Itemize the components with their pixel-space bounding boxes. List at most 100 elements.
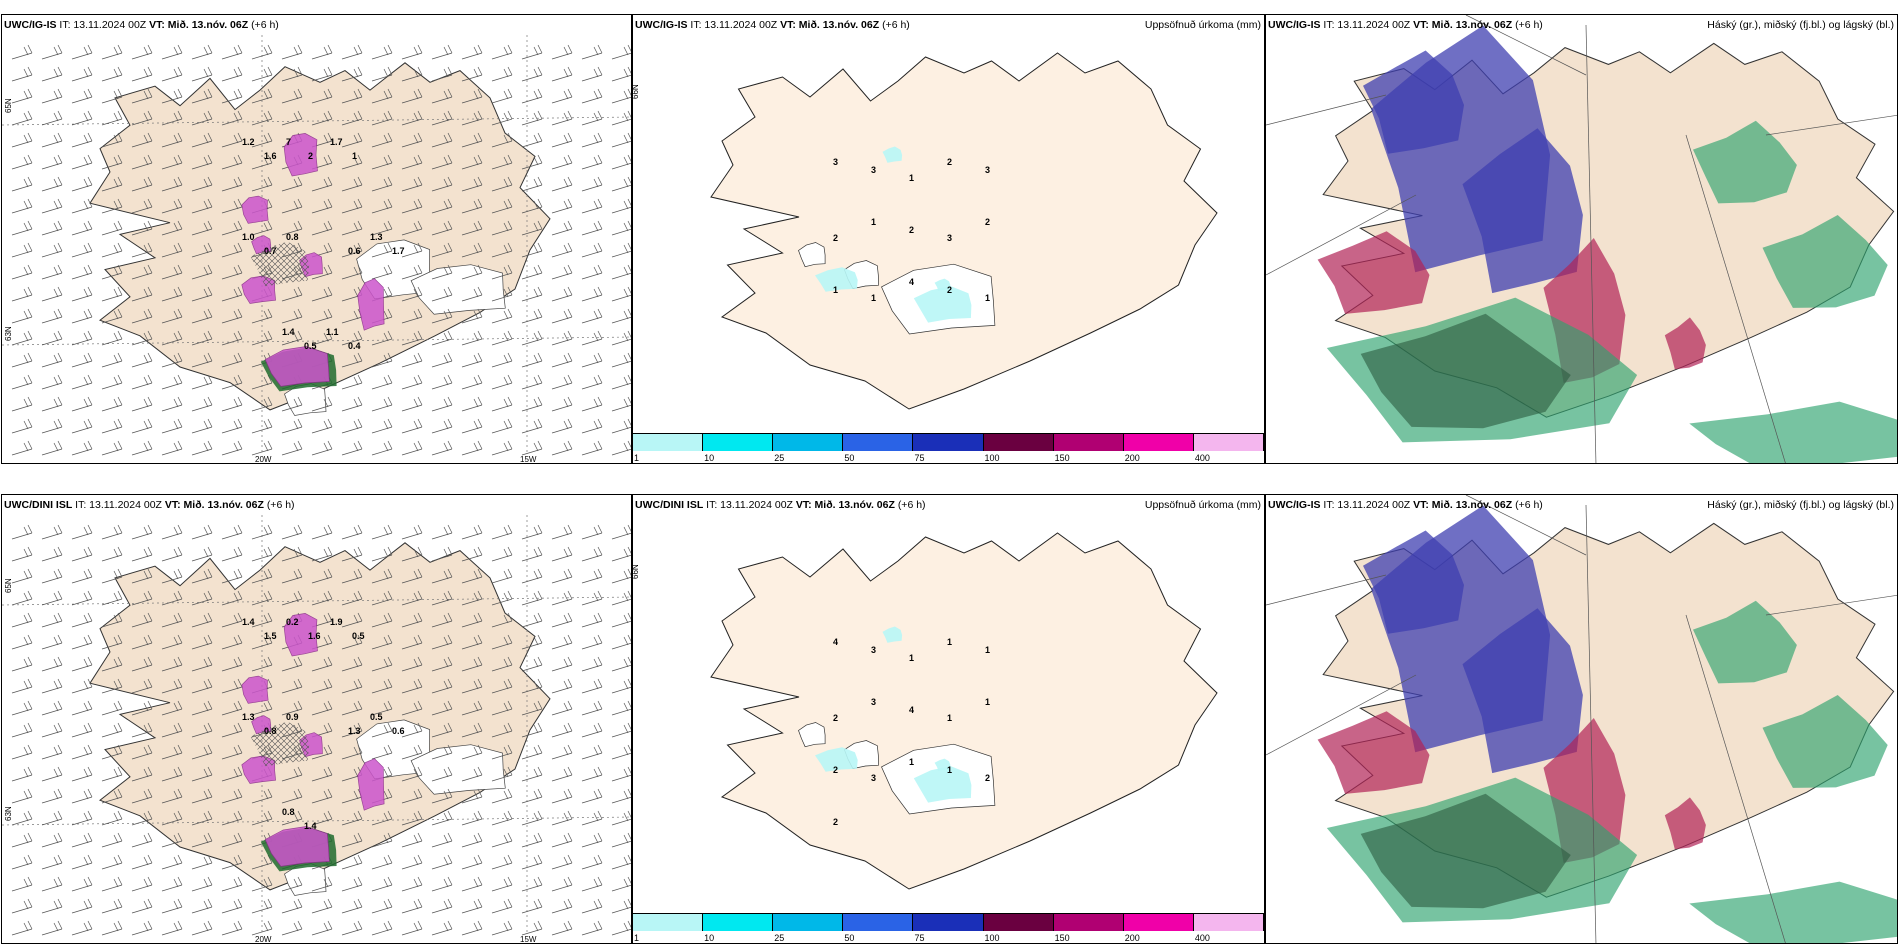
wind-barb (401, 546, 423, 562)
wind-barb (581, 418, 603, 434)
wind-barb (11, 396, 33, 412)
wind-barb (101, 418, 123, 434)
wind-barb (191, 396, 213, 412)
wind-barb (311, 876, 333, 892)
wind-barb (251, 418, 273, 434)
colorbar-swatch (1123, 913, 1194, 931)
wind-barb (401, 898, 423, 914)
wind-barb (101, 634, 123, 650)
wind-barb (41, 810, 63, 826)
wind-barb (341, 44, 363, 60)
wind-barb (401, 66, 423, 82)
wind-barb (371, 678, 393, 694)
wind-barb (11, 524, 33, 540)
wind-barb (551, 88, 573, 104)
wind-barb (551, 418, 573, 434)
panel-header: UWC/IG-IS IT: 13.11.2024 00Z VT: Mið. 13… (635, 19, 910, 31)
wind-barb (101, 744, 123, 760)
hatched-area (250, 241, 310, 287)
colorbar-tick-label: 200 (1124, 453, 1140, 463)
wind-barb (491, 634, 513, 650)
wind-barb (251, 220, 273, 236)
lat-label-a: 65N (4, 578, 13, 593)
wind-barb (431, 546, 453, 562)
wind-barb (281, 176, 303, 192)
wind-barb (311, 920, 333, 936)
wind-barb (341, 440, 363, 456)
wind-barb (431, 264, 453, 280)
wind-barb (281, 308, 303, 324)
colorbar-swatch (633, 433, 704, 451)
wind-barb (371, 110, 393, 126)
panel-header: UWC/IG-IS IT: 13.11.2024 00Z VT: Mið. 13… (1268, 19, 1543, 31)
wind-barb (131, 440, 153, 456)
wind-value-label: 0.2 (286, 617, 299, 627)
colorbar-tick-label: 10 (704, 933, 715, 943)
wind-barb (131, 634, 153, 650)
wind-barb (431, 44, 453, 60)
wind-barb (461, 788, 483, 804)
precip-value-label: 2 (833, 713, 838, 723)
wind-barb (521, 568, 543, 584)
wind-barb (161, 88, 183, 104)
wind-barb (11, 568, 33, 584)
wind-barb (71, 154, 93, 170)
wind-barb (611, 678, 631, 694)
wind-barb (491, 132, 513, 148)
wind-barb (341, 832, 363, 848)
wind-barb (221, 898, 243, 914)
wind-barb (131, 612, 153, 628)
wind-barb (11, 832, 33, 848)
wind-barb (521, 154, 543, 170)
wind-barb (431, 634, 453, 650)
wind-barb (551, 264, 573, 280)
wind-barb (101, 854, 123, 870)
wind-barb (581, 352, 603, 368)
wind-barb (41, 832, 63, 848)
wind-barb (281, 700, 303, 716)
wind-barb (341, 352, 363, 368)
wind-barb (191, 920, 213, 936)
wind-barb (341, 920, 363, 936)
wind-barb (281, 88, 303, 104)
wind-barb (41, 876, 63, 892)
panel-header: UWC/DINI ISL IT: 13.11.2024 00Z VT: Mið.… (635, 499, 926, 511)
low-cloud (1664, 797, 1706, 850)
wind-barb (101, 264, 123, 280)
wind-barb (401, 590, 423, 606)
wind-barb (521, 700, 543, 716)
wind-barb (431, 220, 453, 236)
graticule-line (1685, 614, 1786, 943)
wind-barb (581, 854, 603, 870)
wind-barb (161, 66, 183, 82)
wind-barb (11, 374, 33, 390)
wind-barb (71, 810, 93, 826)
wind-barb (221, 678, 243, 694)
wind-barb (341, 418, 363, 434)
colorbar-swatch (1123, 433, 1194, 451)
wind-barb (521, 264, 543, 280)
wind-barb (341, 88, 363, 104)
wind-barb (221, 546, 243, 562)
wind-barb (521, 396, 543, 412)
precip-value-label: 1 (909, 653, 914, 663)
wind-value-label: 0.4 (348, 341, 361, 351)
wind-barb (551, 352, 573, 368)
lat-label-c: 66N (632, 564, 640, 579)
wind-barb (191, 66, 213, 82)
wind-barb (371, 176, 393, 192)
wind-value-label: 1.4 (304, 821, 317, 831)
graticule-line (1765, 594, 1897, 616)
wind-barb (41, 590, 63, 606)
graticule-line (1266, 194, 1417, 276)
wind-barb (131, 832, 153, 848)
wind-barb (71, 656, 93, 672)
high-cloud (1363, 530, 1464, 634)
wind-barb (461, 330, 483, 346)
wind-barb (131, 308, 153, 324)
precip-value-label: 4 (909, 277, 914, 287)
colorbar-tick-label: 100 (984, 933, 1000, 943)
wind-barb (401, 242, 423, 258)
wind-barb (431, 352, 453, 368)
wind-barb (71, 66, 93, 82)
